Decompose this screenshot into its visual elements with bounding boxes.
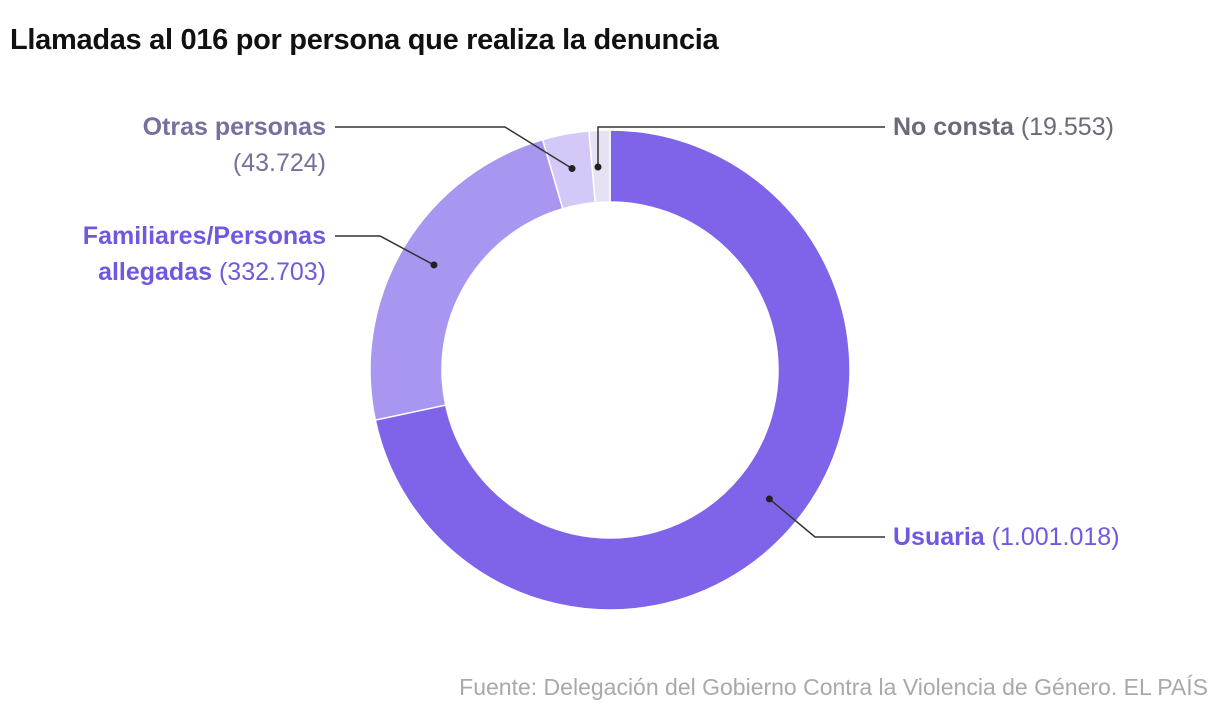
value-label: (332.703) (218, 258, 326, 286)
value-label: (19.553) (1020, 113, 1114, 141)
donut-slice (369, 138, 564, 421)
slice-label: No consta (19.553) (893, 109, 1114, 145)
donut-slice (374, 129, 851, 611)
chart-title: Llamadas al 016 por persona que realiza … (10, 24, 719, 56)
leader-dot (594, 163, 602, 171)
value-label: (43.724) (232, 149, 326, 177)
category-label: No consta (893, 113, 1014, 141)
slice-label: Usuaria (1.001.018) (893, 519, 1120, 555)
slice-label: Familiares/Personas allegadas (332.703) (6, 218, 326, 290)
leader-line (768, 498, 885, 538)
category-label: Familiares/Personas allegadas (82, 222, 326, 286)
category-label: Otras personas (142, 113, 326, 141)
source: Fuente: Delegación del Gobierno Contra l… (459, 674, 1208, 700)
slice-label: Otras personas (43.724) (66, 109, 326, 181)
leader-dot (765, 495, 773, 503)
category-label: Usuaria (893, 523, 985, 551)
leader-line (335, 126, 573, 170)
leader-dot (568, 165, 576, 173)
leader-dot (430, 261, 438, 269)
value-label: (1.001.018) (991, 523, 1120, 551)
leader-line (597, 126, 885, 167)
leader-line (335, 235, 435, 266)
